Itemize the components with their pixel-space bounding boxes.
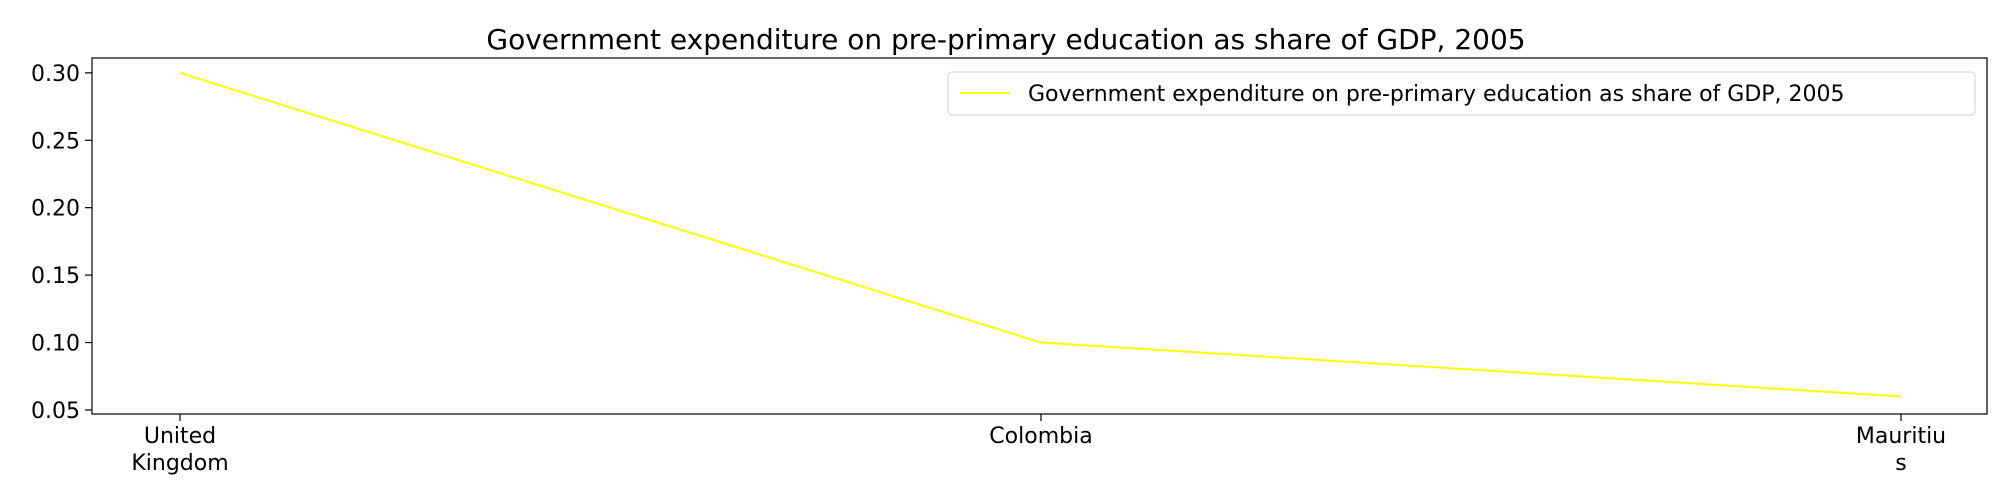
x-tick-label-line: Kingdom — [131, 451, 228, 476]
y-axis: 0.05 0.10 0.15 0.20 0.25 0.30 — [31, 62, 92, 424]
y-tick-label: 0.25 — [31, 129, 80, 154]
x-tick-label-line: s — [1895, 451, 1906, 476]
x-axis: United Kingdom Colombia Mauritiu s — [131, 414, 1946, 476]
x-tick-label-line: Mauritiu — [1856, 424, 1946, 449]
y-tick-label: 0.10 — [31, 332, 80, 357]
x-tick-label-line: Colombia — [989, 424, 1092, 449]
y-tick-label: 0.20 — [31, 197, 80, 222]
legend-label: Government expenditure on pre-primary ed… — [1028, 82, 1845, 107]
legend: Government expenditure on pre-primary ed… — [947, 71, 1976, 116]
x-tick-label-line: United — [144, 424, 216, 449]
x-tick-label: Colombia — [989, 424, 1092, 449]
x-tick-label: United Kingdom — [131, 424, 228, 476]
series-group — [179, 71, 1902, 398]
plot-area — [91, 57, 1988, 415]
chart-title: Government expenditure on pre-primary ed… — [486, 23, 1525, 56]
y-tick-label: 0.05 — [31, 399, 80, 424]
series-line — [179, 71, 1902, 398]
y-tick-label: 0.30 — [31, 62, 80, 87]
legend-box — [947, 71, 1976, 116]
x-tick-label: Mauritiu s — [1856, 424, 1946, 476]
y-tick-label: 0.15 — [31, 264, 80, 289]
